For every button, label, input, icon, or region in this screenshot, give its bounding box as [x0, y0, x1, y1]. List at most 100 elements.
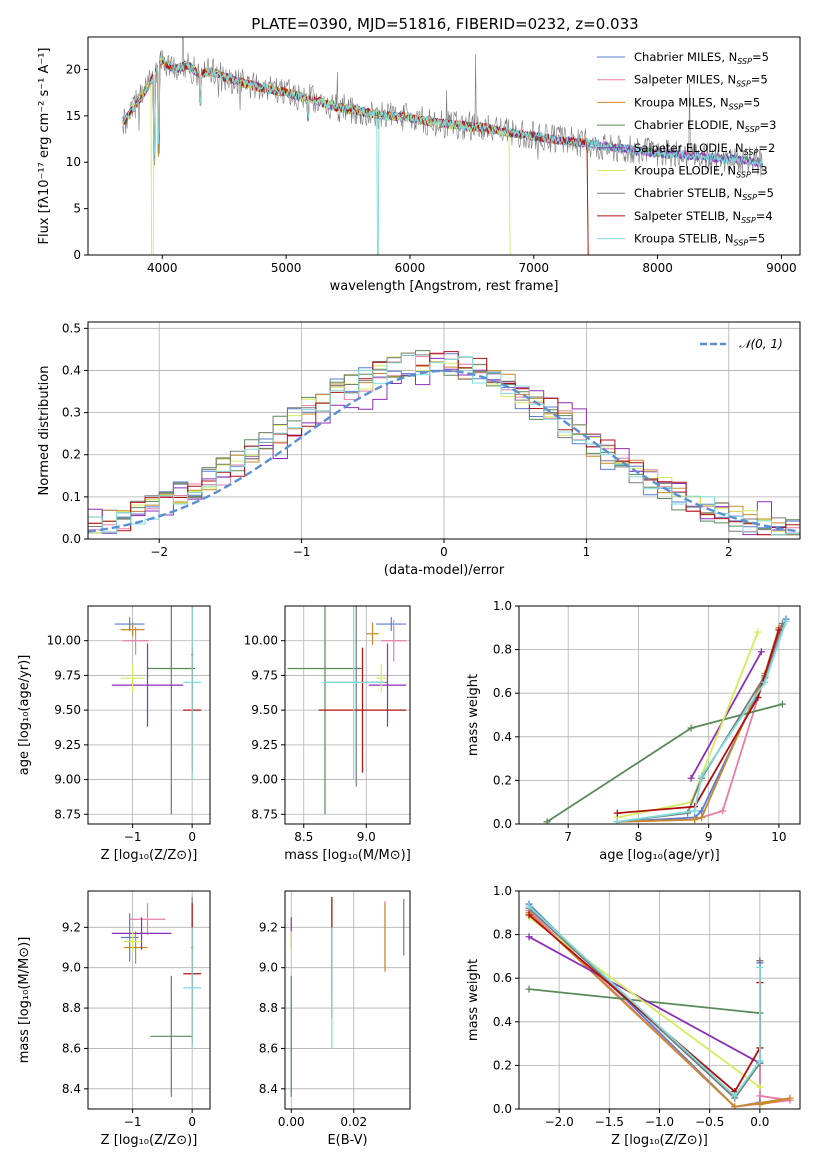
x-tick-label: 8.5	[294, 830, 313, 844]
x-tick-label: 0.0	[750, 1115, 769, 1129]
x-tick-label: 0	[440, 545, 448, 559]
legend-entry: Chabrier ELODIE, NSSP=3	[634, 118, 776, 134]
weight-marker	[731, 1103, 739, 1109]
weight-marker	[525, 902, 533, 910]
x-axis-label: Z [log₁₀(Z/Z⊙)]	[101, 1133, 198, 1148]
plot-area-mass-vs-ebv	[290, 897, 405, 1097]
y-tick-label: 0.6	[493, 971, 512, 985]
errorbar-point	[183, 606, 202, 780]
x-axis-label: (data-model)/error	[384, 563, 505, 578]
errorbar-point	[114, 617, 145, 631]
x-tick-label: 9	[705, 830, 713, 844]
plot-area-weight-vs-Z	[525, 900, 794, 1109]
y-tick-label: 8.8	[62, 1001, 81, 1015]
axes-frame	[284, 890, 411, 1110]
y-tick-label: 0.4	[493, 730, 512, 744]
y-tick-label: 10.00	[244, 634, 278, 648]
axes-frame	[518, 605, 801, 825]
y-tick-label: 15	[66, 109, 81, 123]
y-tick-label: 0	[73, 248, 81, 262]
legend-entry: Salpeter MILES, NSSP=5	[634, 73, 768, 89]
legend-entry: Salpeter ELODIE, NSSP=2	[634, 141, 775, 157]
panel-age-vs-Z: −1 0 8.75 9.00 9.25 9.50 9.75 10.00 Z [log₁₀(Z/Z…	[17, 605, 211, 863]
x-tick-label: 6000	[395, 261, 426, 275]
weight-marker	[719, 807, 727, 815]
errorbar-point	[183, 927, 202, 1049]
x-tick-label: −1	[124, 830, 142, 844]
y-tick-label: 9.00	[251, 773, 278, 787]
axes-frame	[87, 890, 211, 1110]
y-tick-label: 9.75	[251, 668, 278, 682]
y-tick-label: 8.6	[62, 1041, 81, 1055]
x-tick-label: 8000	[642, 261, 673, 275]
weight-marker	[782, 617, 790, 625]
errorbar-point	[120, 664, 145, 693]
axes-frame	[87, 605, 211, 825]
weight-marker	[756, 957, 764, 965]
y-tick-label: 9.0	[62, 961, 81, 975]
weight-series-salpeter-miles	[617, 625, 784, 823]
weight-marker	[756, 1101, 764, 1109]
x-tick-label: 7000	[519, 261, 550, 275]
weight-marker	[757, 648, 765, 656]
x-tick-label: 9.0	[357, 830, 376, 844]
figure-title: PLATE=0390, MJD=51816, FIBERID=0232, z=0…	[251, 15, 638, 33]
y-axis-label: Flux [fλ10⁻¹⁷ erg cm⁻² s⁻¹ A⁻¹]	[37, 48, 52, 245]
y-tick-label: 9.50	[251, 703, 278, 717]
x-tick-label: −2	[150, 545, 168, 559]
legend-entry: 𝒩(0, 1)	[739, 337, 783, 351]
weight-marker	[786, 1094, 794, 1102]
x-tick-label: 5000	[271, 261, 302, 275]
errorbar-point	[150, 975, 193, 1097]
y-tick-label: 0.0	[62, 532, 81, 546]
y-axis-label: age [log₁₀(age/yr)]	[17, 655, 32, 776]
axes-frame	[87, 36, 801, 256]
histogram-kroupa-stelib	[88, 354, 800, 539]
panel-weight-vs-age: 7 8 9 10 0.0 0.2 0.4 0.6 0.8 1.0 age [log₁₀(age/yr…	[466, 599, 801, 863]
x-axis-label: age [log₁₀(age/yr)]	[599, 848, 720, 863]
weight-marker	[525, 933, 533, 941]
y-tick-label: 9.2	[62, 920, 81, 934]
weight-series-chabrier-stelib	[617, 623, 784, 823]
errorbar-point	[111, 643, 184, 727]
x-tick-label: −2.0	[545, 1115, 574, 1129]
x-axis-label: E(B-V)	[327, 1133, 367, 1148]
x-tick-label: −1.5	[595, 1115, 624, 1129]
weight-marker	[613, 809, 621, 817]
y-tick-label: 10	[66, 155, 81, 169]
panel-age-vs-mass: 8.5 9.0 8.75 9.00 9.25 9.50 9.75 10.00 mass [log…	[244, 605, 411, 863]
y-tick-label: 8.75	[251, 807, 278, 821]
plot-area-age-vs-mass	[287, 606, 407, 815]
y-axis-label: mass weight	[466, 959, 481, 1041]
panel-mass-vs-ebv: 0.00 0.02 8.4 8.6 8.8 9.0 9.2 E(B-V)	[259, 890, 411, 1148]
y-tick-label: 9.75	[54, 668, 81, 682]
y-tick-label: 9.0	[259, 961, 278, 975]
y-tick-label: 8.8	[259, 1001, 278, 1015]
weight-marker	[691, 816, 699, 824]
y-tick-label: 0.2	[493, 1058, 512, 1072]
weight-marker	[691, 807, 699, 815]
spectrum-line-kroupa-stelib	[122, 56, 763, 255]
weight-marker	[756, 1083, 764, 1091]
y-tick-label: 0.5	[62, 321, 81, 335]
y-axis-label: mass [log₁₀(M/M⊙)]	[17, 937, 32, 1064]
errorbar-point	[368, 643, 407, 727]
errorbar-point	[147, 606, 196, 815]
histogram-salpeter-stelib	[88, 351, 800, 539]
y-tick-label: 9.2	[259, 920, 278, 934]
x-tick-label: −1.0	[645, 1115, 674, 1129]
panel-mass-vs-Z: −1 0 8.4 8.6 8.8 9.0 9.2 Z [log₁₀(Z/Z⊙)] mass [l…	[17, 890, 211, 1148]
y-tick-label: 0.1	[62, 490, 81, 504]
weight-marker	[754, 628, 762, 636]
y-tick-label: 0.6	[493, 686, 512, 700]
errorbar-point	[287, 606, 363, 815]
x-tick-label: 9000	[766, 261, 797, 275]
errorbar-point	[376, 617, 407, 631]
y-tick-label: 9.00	[54, 773, 81, 787]
x-tick-label: 0.00	[278, 1115, 305, 1129]
panel-weight-vs-Z: −2.0 −1.5 −1.0 −0.5 0.0 0.0 0.2 0.4 0.6 0.8 1.0 Z […	[466, 884, 801, 1148]
errorbar-point	[376, 664, 387, 693]
errorbar-point	[318, 647, 407, 773]
legend-entry: Kroupa STELIB, NSSP=5	[634, 232, 765, 248]
x-tick-label: 2	[725, 545, 733, 559]
